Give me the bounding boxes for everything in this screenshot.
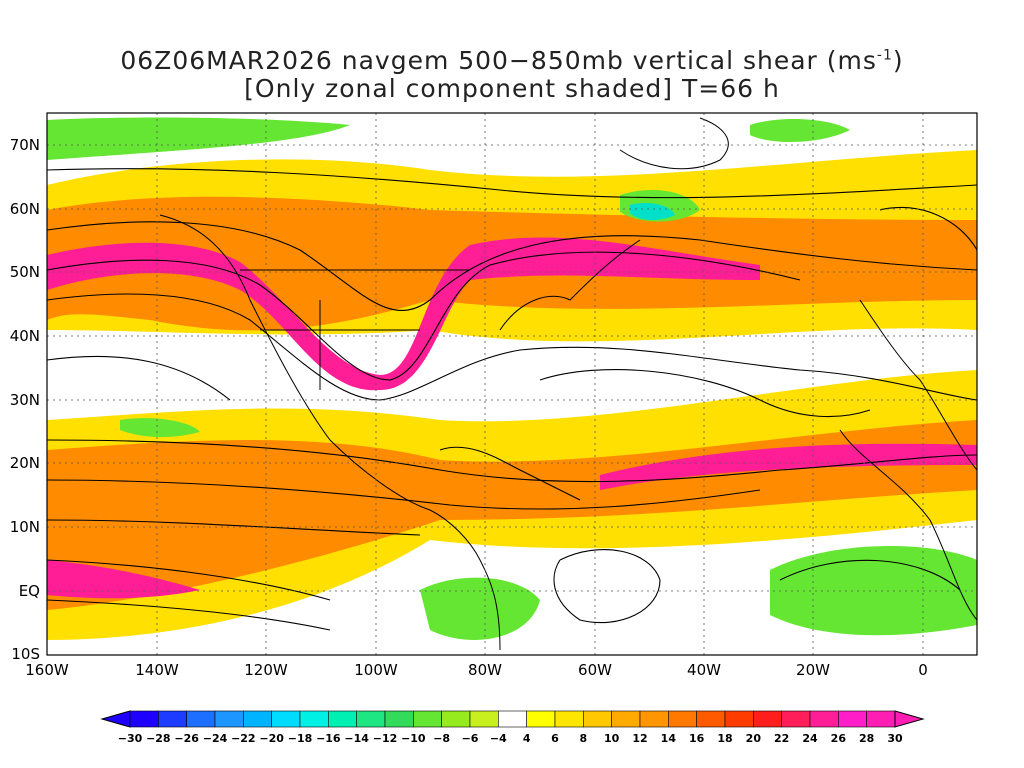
lat-label-10s: 10S xyxy=(11,645,40,663)
colorbar-tick-label: 8 xyxy=(580,732,588,745)
colorbar-swatch xyxy=(838,710,867,728)
colorbar-tick-label: 22 xyxy=(774,732,789,745)
lon-label-140w: 140W xyxy=(135,661,179,679)
colorbar-swatch xyxy=(724,710,754,728)
colorbar-swatch xyxy=(384,710,414,728)
lat-label-70n: 70N xyxy=(9,136,40,154)
colorbar-tick-label: −4 xyxy=(490,732,507,745)
colorbar-tick-label: −6 xyxy=(462,732,479,745)
colorbar-tick-label: 18 xyxy=(717,732,732,745)
colorbar-swatch xyxy=(129,710,159,728)
plot-title-line1: 06Z06MAR2026 navgem 500−850mb vertical s… xyxy=(120,46,904,75)
colorbar-swatch xyxy=(668,710,697,728)
colorbar-swatch xyxy=(186,710,216,728)
colorbar-swatch xyxy=(328,710,357,728)
colorbar-swatch xyxy=(299,710,329,728)
coastlines xyxy=(159,117,977,651)
colorbar-tick-label: −24 xyxy=(203,732,228,745)
colorbar-tick-label: −18 xyxy=(288,732,313,745)
lon-label-120w: 120W xyxy=(244,661,288,679)
shear-shading-magenta xyxy=(47,237,977,599)
colorbar: −30 −28 −26 −24 −22 −20 −18 −16 −14 −12 −10 −8 −6 −4 4… xyxy=(100,710,925,745)
colorbar-tick-label: −22 xyxy=(231,732,256,745)
colorbar-tick-label: −12 xyxy=(373,732,398,745)
colorbar-tick-label: −26 xyxy=(174,732,199,745)
colorbar-swatch xyxy=(243,710,272,728)
colorbar-swatch xyxy=(271,710,301,728)
colorbar-tick-label: −14 xyxy=(344,732,369,745)
colorbar-arrow-right xyxy=(894,710,925,728)
lon-label-80w: 80W xyxy=(468,661,502,679)
plot-title-line2: [Only zonal component shaded] T=66 h xyxy=(244,74,780,103)
lat-label-eq: EQ xyxy=(18,582,40,600)
colorbar-tick-label: −30 xyxy=(118,732,143,745)
colorbar-swatch xyxy=(441,710,471,728)
colorbar-tick-label: 20 xyxy=(746,732,762,745)
colorbar-swatch xyxy=(356,710,386,728)
lon-label-60w: 60W xyxy=(578,661,612,679)
lat-label-40n: 40N xyxy=(9,327,40,345)
lat-label-60n: 60N xyxy=(9,200,40,218)
colorbar-swatch xyxy=(866,710,896,728)
lon-label-160w: 160W xyxy=(25,661,69,679)
colorbar-swatch xyxy=(526,710,556,728)
colorbar-tick-label: 14 xyxy=(661,732,677,745)
colorbar-swatch xyxy=(413,710,442,728)
lat-label-30n: 30N xyxy=(9,391,40,409)
colorbar-tick-label: −20 xyxy=(259,732,284,745)
colorbar-tick-label: 6 xyxy=(551,732,559,745)
map-frame xyxy=(46,112,978,656)
colorbar-swatch xyxy=(498,710,527,728)
streamlines xyxy=(47,168,977,631)
colorbar-swatch xyxy=(753,710,782,728)
lon-label-20w: 20W xyxy=(796,661,830,679)
colorbar-tick-label: 16 xyxy=(689,732,705,745)
colorbar-swatch xyxy=(639,710,669,728)
colorbar-tick-label: −28 xyxy=(146,732,171,745)
colorbar-swatch xyxy=(611,710,641,728)
colorbar-tick-label: 30 xyxy=(887,732,903,745)
colorbar-tick-label: 12 xyxy=(632,732,647,745)
colorbar-tick-label: 24 xyxy=(802,732,818,745)
shear-shading-cyan xyxy=(630,203,675,221)
lon-label-0: 0 xyxy=(918,661,928,679)
colorbar-tick-label: 4 xyxy=(523,732,531,745)
colorbar-tick-label: −8 xyxy=(433,732,450,745)
colorbar-swatch xyxy=(214,710,244,728)
colorbar-swatch xyxy=(554,710,584,728)
colorbar-arrow-left xyxy=(100,710,131,728)
lon-label-100w: 100W xyxy=(354,661,398,679)
colorbar-tick-label: 26 xyxy=(831,732,847,745)
lat-lon-grid xyxy=(47,113,977,655)
colorbar-tick-label: −10 xyxy=(401,732,426,745)
colorbar-swatch xyxy=(583,710,612,728)
colorbar-tick-label: 10 xyxy=(604,732,620,745)
colorbar-swatch xyxy=(809,710,839,728)
lat-label-50n: 50N xyxy=(9,263,40,281)
colorbar-tick-label: 28 xyxy=(859,732,874,745)
colorbar-tick-label: −16 xyxy=(316,732,341,745)
colorbar-swatch xyxy=(696,710,726,728)
lat-label-20n: 20N xyxy=(9,454,40,472)
colorbar-swatch xyxy=(469,710,499,728)
lon-label-40w: 40W xyxy=(687,661,721,679)
colorbar-swatch xyxy=(158,710,187,728)
lat-label-10n: 10N xyxy=(9,518,40,536)
colorbar-swatch xyxy=(781,710,811,728)
map-layers xyxy=(47,113,977,655)
